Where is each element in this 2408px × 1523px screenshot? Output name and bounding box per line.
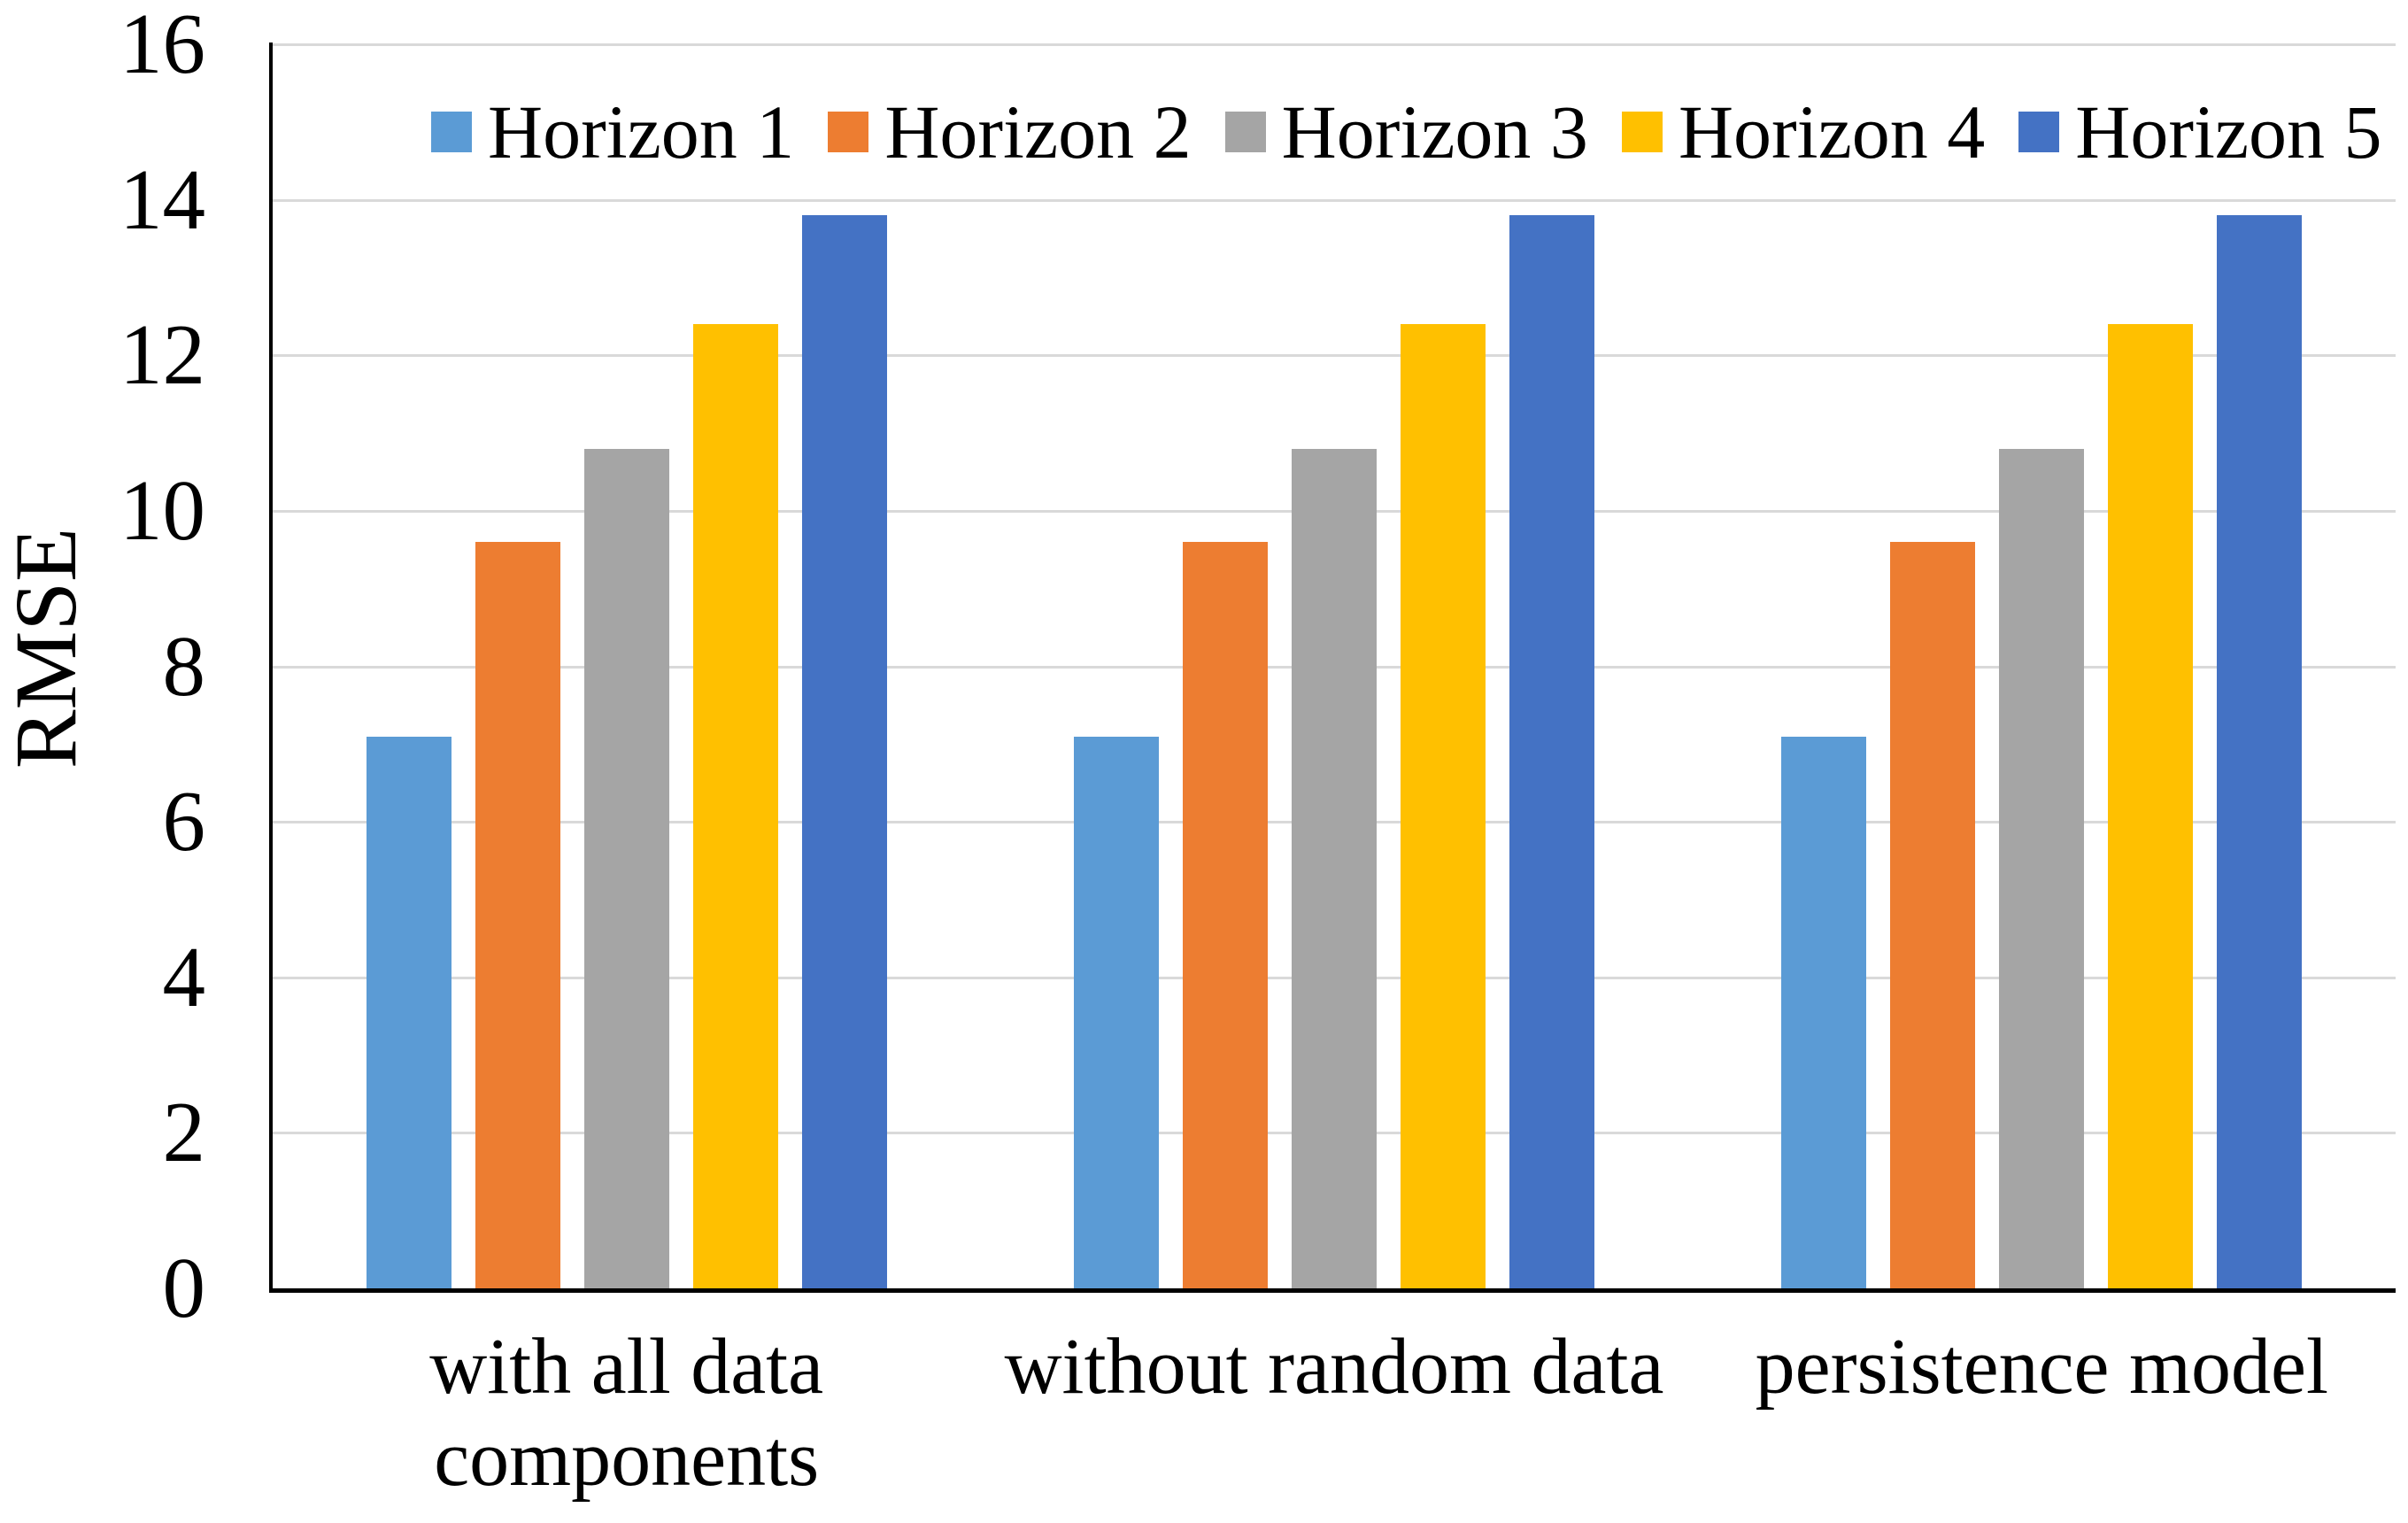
bar-group-without-random-data xyxy=(980,44,1687,1288)
legend-label-horizon-4: Horizon 4 xyxy=(1678,89,1986,174)
bar-group-with-all-data-components xyxy=(273,44,980,1288)
legend-label-horizon-3: Horizon 3 xyxy=(1281,89,1588,174)
legend-item-horizon-5: Horizon 5 xyxy=(2018,89,2382,174)
legend-item-horizon-2: Horizon 2 xyxy=(828,89,1192,174)
legend-label-horizon-1: Horizon 1 xyxy=(488,89,795,174)
legend-label-horizon-5: Horizon 5 xyxy=(2075,89,2382,174)
y-axis-tick-labels: 0 2 4 6 8 10 12 14 16 xyxy=(0,0,206,1335)
y-tick-label-14: 14 xyxy=(120,151,205,247)
y-tick-label-16: 16 xyxy=(120,0,205,91)
y-tick-label-4: 4 xyxy=(162,929,206,1024)
legend-swatch-horizon-5 xyxy=(2018,112,2060,152)
x-axis-line xyxy=(269,1288,2396,1293)
bar-group-persistence-model xyxy=(1688,44,2396,1288)
y-tick-label-2: 2 xyxy=(162,1085,206,1180)
category-label-without-random-data: without random data xyxy=(1004,1323,1664,1411)
gridline-12 xyxy=(273,354,2396,358)
legend-swatch-horizon-2 xyxy=(828,112,869,152)
bar-horizon-3-without-random-data xyxy=(1291,448,1377,1288)
gridline-14 xyxy=(273,198,2396,202)
legend-label-horizon-2: Horizon 2 xyxy=(884,89,1192,174)
bar-horizon-2-without-random-data xyxy=(1182,542,1268,1288)
bar-horizon-4-persistence-model xyxy=(2108,324,2194,1288)
y-axis-line xyxy=(269,43,273,1288)
gridline-16 xyxy=(273,43,2396,46)
bar-horizon-2-persistence-model xyxy=(1890,542,1976,1288)
bar-horizon-3-with-all-data-components xyxy=(583,448,669,1288)
bar-groups xyxy=(273,44,2396,1288)
category-label-persistence-model: persistence model xyxy=(1755,1323,2328,1411)
y-tick-label-0: 0 xyxy=(162,1241,206,1335)
legend-item-horizon-3: Horizon 3 xyxy=(1224,89,1588,174)
y-tick-label-8: 8 xyxy=(162,618,206,714)
legend-item-horizon-1: Horizon 1 xyxy=(431,94,794,170)
legend-swatch-horizon-4 xyxy=(1621,112,1663,152)
bar-horizon-5-persistence-model xyxy=(2217,215,2303,1288)
bar-horizon-5-without-random-data xyxy=(1509,215,1594,1288)
x-axis-category-labels: with all data components without random d… xyxy=(273,1321,2396,1506)
bar-horizon-1-with-all-data-components xyxy=(366,736,452,1288)
legend: Horizon 1 Horizon 2 Horizon 3 Horizon 4 Hori… xyxy=(431,94,2382,170)
legend-item-horizon-4: Horizon 4 xyxy=(1621,89,1986,174)
bar-horizon-2-with-all-data-components xyxy=(475,542,560,1288)
plot-area: Horizon 1 Horizon 2 Horizon 3 Horizon 4 Hori… xyxy=(269,43,2396,1293)
y-tick-label-10: 10 xyxy=(120,462,205,558)
bar-horizon-4-without-random-data xyxy=(1400,324,1486,1288)
bar-horizon-5-with-all-data-components xyxy=(801,215,887,1288)
bar-horizon-4-with-all-data-components xyxy=(692,324,778,1288)
legend-swatch-horizon-1 xyxy=(431,112,472,152)
y-tick-label-12: 12 xyxy=(120,307,205,403)
bar-horizon-1-persistence-model xyxy=(1781,736,1867,1288)
bar-horizon-3-persistence-model xyxy=(1999,448,2085,1288)
bar-horizon-1-without-random-data xyxy=(1073,736,1159,1288)
category-label-with-all-data-components: with all data components xyxy=(429,1323,824,1504)
legend-swatch-horizon-3 xyxy=(1224,112,1266,152)
y-tick-label-6: 6 xyxy=(162,774,206,870)
